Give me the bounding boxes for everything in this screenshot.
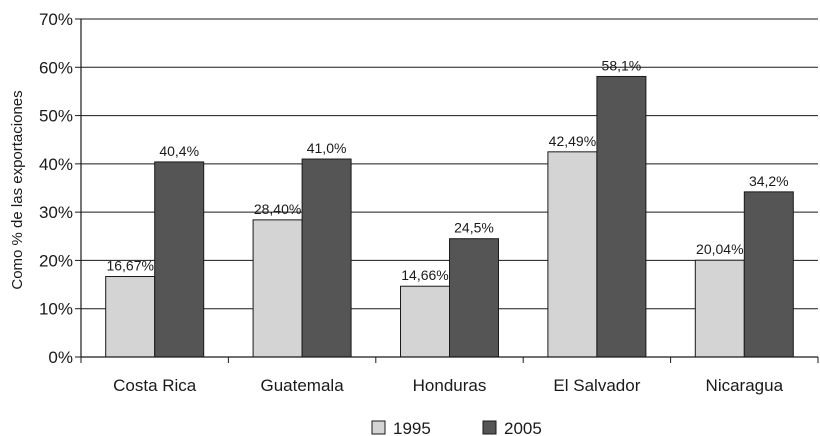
legend-label-1995: 1995 xyxy=(393,419,431,436)
x-category-label: Honduras xyxy=(413,376,487,395)
data-label-2005: 34,2% xyxy=(749,173,789,189)
legend-swatch-2005 xyxy=(482,420,497,435)
data-label-2005: 58,1% xyxy=(602,57,642,73)
data-label-2005: 40,4% xyxy=(159,143,199,159)
bar-2005 xyxy=(449,238,499,358)
y-tick-label: 50% xyxy=(39,107,73,126)
y-tick-label: 60% xyxy=(39,58,73,77)
x-category-label: El Salvador xyxy=(553,376,640,395)
data-label-1995: 16,67% xyxy=(106,258,153,274)
legend-swatch-1995 xyxy=(371,420,386,435)
data-labels: 16,67% 40,4% 28,40% 41,0% 14,66% 24,5% 42,49% 5… xyxy=(106,57,788,283)
bar-1995 xyxy=(252,219,303,358)
bar-1995 xyxy=(400,285,450,358)
data-label-1995: 20,04% xyxy=(696,241,743,257)
bar-1995 xyxy=(105,276,156,358)
legend-label-2005: 2005 xyxy=(504,419,542,436)
data-label-1995: 28,40% xyxy=(254,201,301,217)
y-tick-label: 20% xyxy=(39,251,73,270)
bar-2005 xyxy=(596,75,647,358)
y-axis-title: Como % de las exportaciones xyxy=(9,90,26,289)
data-label-1995: 14,66% xyxy=(401,267,448,283)
bar-2005 xyxy=(154,161,205,358)
data-label-2005: 24,5% xyxy=(454,220,494,236)
data-label-1995: 42,49% xyxy=(549,133,596,149)
y-tick-label: 70% xyxy=(39,10,73,29)
y-tick-label: 40% xyxy=(39,155,73,174)
bar-2005 xyxy=(743,191,794,358)
x-category-label: Costa Rica xyxy=(113,376,197,395)
data-label-2005: 41,0% xyxy=(307,140,347,156)
y-tick-label: 30% xyxy=(39,203,73,222)
legend: 1995 2005 xyxy=(371,419,542,436)
axes: 0% 10% 20% 30% 40% 50% 60% 70% Costa Rica Guatema… xyxy=(39,10,819,395)
y-tick-label: 10% xyxy=(39,300,73,319)
y-tick-label: 0% xyxy=(48,348,73,367)
x-category-label: Nicaragua xyxy=(706,376,784,395)
bar-2005 xyxy=(301,158,352,358)
bars xyxy=(105,75,794,358)
x-category-label: Guatemala xyxy=(261,376,345,395)
bar-1995 xyxy=(547,151,598,358)
bar-1995 xyxy=(694,259,745,358)
